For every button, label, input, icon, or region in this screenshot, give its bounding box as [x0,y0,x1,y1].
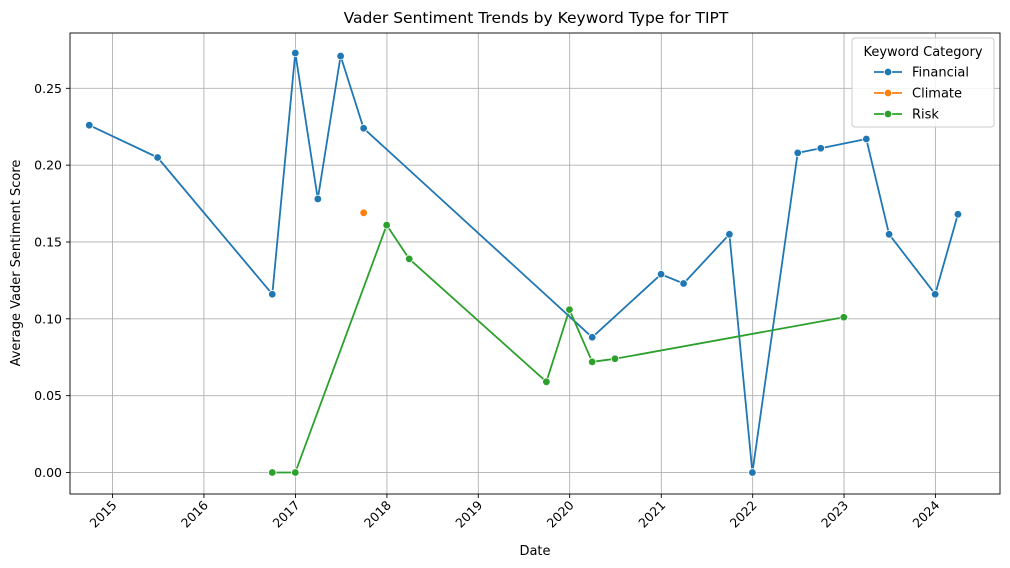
data-point-financial [725,230,734,239]
data-point-financial [268,290,277,299]
x-axis-label: Date [519,544,550,559]
data-point-risk [268,468,277,477]
legend-label-financial: Financial [912,66,969,81]
x-axis: 2015 2016 2017 2018 2019 2020 2021 2022 2023 2024 [87,494,943,531]
data-point-financial [291,48,300,58]
legend-label-risk: Risk [912,108,939,123]
x-tick-label: 2019 [452,497,485,530]
y-tick-label: 0.15 [34,234,62,249]
y-tick-label: 0.10 [34,311,62,326]
data-point-risk [588,357,597,367]
data-point-risk [565,305,574,314]
y-tick-label: 0.25 [34,81,62,96]
data-point-financial [336,51,345,61]
x-tick-label: 2023 [818,498,851,531]
data-point-financial [313,194,323,204]
data-point-risk [382,220,391,230]
data-point-risk [542,377,551,387]
data-point-financial [359,124,368,133]
data-point-financial [884,230,894,239]
legend: Keyword Category Financial Climate Risk [851,37,995,128]
y-axis: 0.00 0.05 0.10 0.15 0.20 0.25 [34,81,70,480]
series-climate [359,208,368,217]
data-point-financial [153,153,162,162]
y-axis-label: Average Vader Sentiment Score [9,160,24,367]
data-point-financial [862,134,871,144]
data-point-financial [85,120,94,130]
x-tick-label: 2018 [361,497,394,530]
y-tick-label: 0.20 [34,158,62,173]
series-financial [85,48,963,477]
x-tick-label: 2017 [270,498,303,531]
data-point-risk [839,313,848,322]
data-point-financial [930,290,940,299]
data-point-financial [953,210,963,219]
data-point-financial [748,468,757,477]
data-point-financial [656,270,666,279]
legend-swatch-marker-financial [883,67,893,77]
data-point-financial [588,333,597,342]
y-tick-label: 0.05 [34,388,62,403]
x-tick-label: 2020 [544,497,577,530]
x-tick-label: 2016 [178,497,211,530]
data-point-financial [793,148,802,158]
legend-box [851,37,995,128]
legend-title: Keyword Category [863,45,982,60]
data-point-risk [291,468,300,477]
data-point-risk [610,354,620,363]
data-point-financial [679,279,688,288]
legend-label-climate: Climate [912,87,962,102]
chart-title: Vader Sentiment Trends by Keyword Type f… [344,9,729,27]
series-risk [268,220,848,477]
legend-swatch-marker-climate [883,88,893,98]
data-point-risk [405,254,414,264]
data-point-financial [816,144,825,153]
x-tick-label: 2021 [635,498,668,531]
plot-frame [69,32,1001,495]
x-tick-label: 2015 [87,498,120,531]
y-tick-label: 0.00 [34,465,62,480]
x-tick-label: 2024 [909,497,942,530]
x-tick-label: 2022 [727,498,760,531]
series-line-financial [88,52,959,474]
legend-swatch-marker-risk [883,109,893,119]
series-layer [85,48,963,477]
data-point-climate [359,208,368,217]
